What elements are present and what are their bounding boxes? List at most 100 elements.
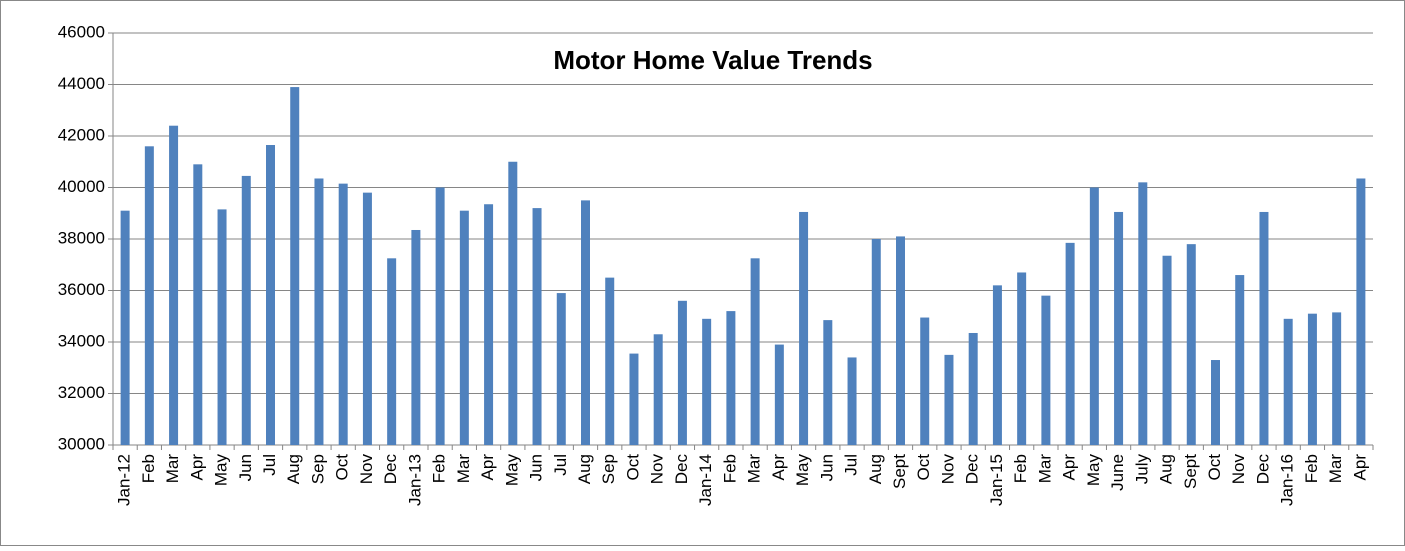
x-tick-label: Mar xyxy=(1035,454,1054,484)
x-tick-label: Dec xyxy=(1253,454,1272,485)
bar xyxy=(1211,360,1220,445)
bar xyxy=(653,334,663,445)
x-tick-label: Jun xyxy=(817,454,836,481)
bar xyxy=(799,211,809,445)
x-tick-label: Dec xyxy=(381,454,400,485)
bar xyxy=(920,317,930,445)
bar xyxy=(1065,242,1075,445)
x-tick-label: Oct xyxy=(623,454,642,481)
x-tick-label: Jun xyxy=(236,454,255,481)
x-tick-label: Oct xyxy=(914,454,933,481)
bar xyxy=(1162,255,1172,445)
bar xyxy=(193,164,203,445)
bar xyxy=(1235,275,1245,445)
bar xyxy=(241,175,251,445)
bar xyxy=(459,210,469,445)
bar xyxy=(1017,272,1027,445)
y-tick-label: 30000 xyxy=(58,434,105,453)
bar xyxy=(1089,187,1099,445)
bar xyxy=(484,204,494,445)
bar xyxy=(1283,318,1293,445)
x-tick-label: Sept xyxy=(890,454,909,489)
bar xyxy=(411,229,421,445)
bar xyxy=(1259,211,1269,445)
x-tick-label: Feb xyxy=(139,454,158,483)
x-tick-label: Oct xyxy=(1205,454,1224,481)
x-tick-label: Aug xyxy=(575,454,594,484)
bar xyxy=(944,354,954,445)
x-tick-label: Feb xyxy=(1302,454,1321,483)
x-tick-label: Sep xyxy=(599,454,618,484)
x-tick-label: Mar xyxy=(1326,454,1345,484)
bar xyxy=(1307,313,1317,445)
bar xyxy=(871,239,881,445)
x-tick-label: Feb xyxy=(430,454,449,483)
y-tick-label: 40000 xyxy=(58,177,105,196)
bar xyxy=(629,353,639,445)
x-tick-label: Oct xyxy=(333,454,352,481)
x-tick-label: Feb xyxy=(1011,454,1030,483)
bar xyxy=(508,161,518,445)
bar xyxy=(702,318,712,445)
x-tick-label: Mar xyxy=(454,454,473,484)
bar xyxy=(1186,244,1196,445)
y-tick-label: 36000 xyxy=(58,280,105,299)
x-tick-label: July xyxy=(1132,454,1151,485)
bar xyxy=(556,293,566,445)
x-tick-label: Apr xyxy=(187,454,206,481)
bar xyxy=(605,277,615,445)
x-tick-label: Apr xyxy=(1350,454,1369,481)
x-tick-label: Aug xyxy=(284,454,303,484)
x-tick-label: May xyxy=(502,454,521,487)
bar xyxy=(144,146,154,446)
bar xyxy=(896,236,905,445)
y-tick-label: 32000 xyxy=(58,383,105,402)
bar xyxy=(532,208,542,445)
bar xyxy=(169,125,179,445)
bar xyxy=(750,258,760,445)
bar xyxy=(1332,312,1342,445)
x-tick-label: May xyxy=(1084,454,1103,487)
y-tick-label: 46000 xyxy=(58,22,105,41)
x-tick-label: Nov xyxy=(938,454,957,485)
x-tick-label: Jan-13 xyxy=(405,454,424,506)
bar xyxy=(290,87,300,445)
bar xyxy=(362,192,372,445)
x-tick-label: Jan-12 xyxy=(115,454,134,506)
x-tick-label: Nov xyxy=(1229,454,1248,485)
x-tick-label: Jul xyxy=(551,454,570,476)
x-tick-label: Jul xyxy=(260,454,279,476)
bar xyxy=(1114,211,1124,445)
x-tick-label: Mar xyxy=(745,454,764,484)
y-tick-label: 44000 xyxy=(58,74,105,93)
x-tick-label: May xyxy=(212,454,231,487)
bar xyxy=(726,311,736,445)
x-tick-label: Apr xyxy=(1060,454,1079,481)
x-tick-label: Sep xyxy=(308,454,327,484)
bar xyxy=(314,178,324,446)
x-tick-label: Jan-16 xyxy=(1278,454,1297,506)
x-tick-label: Feb xyxy=(720,454,739,483)
bar xyxy=(992,285,1002,445)
bar xyxy=(774,344,784,445)
chart-title: Motor Home Value Trends xyxy=(553,45,872,75)
x-tick-label: June xyxy=(1108,454,1127,491)
y-tick-label: 42000 xyxy=(58,125,105,144)
x-tick-label: Aug xyxy=(866,454,885,484)
bar xyxy=(387,258,397,445)
bar xyxy=(823,320,833,445)
bar xyxy=(338,183,348,445)
bar xyxy=(435,187,445,445)
x-tick-label: May xyxy=(793,454,812,487)
bar xyxy=(1356,178,1366,446)
x-tick-label: Jul xyxy=(842,454,861,476)
bar xyxy=(120,210,130,445)
x-tick-label: Nov xyxy=(357,454,376,485)
x-tick-label: Nov xyxy=(648,454,667,485)
x-tick-label: Dec xyxy=(672,454,691,485)
bar xyxy=(847,357,857,445)
bar xyxy=(1041,295,1051,445)
x-tick-label: Apr xyxy=(769,454,788,481)
bar xyxy=(968,332,978,445)
